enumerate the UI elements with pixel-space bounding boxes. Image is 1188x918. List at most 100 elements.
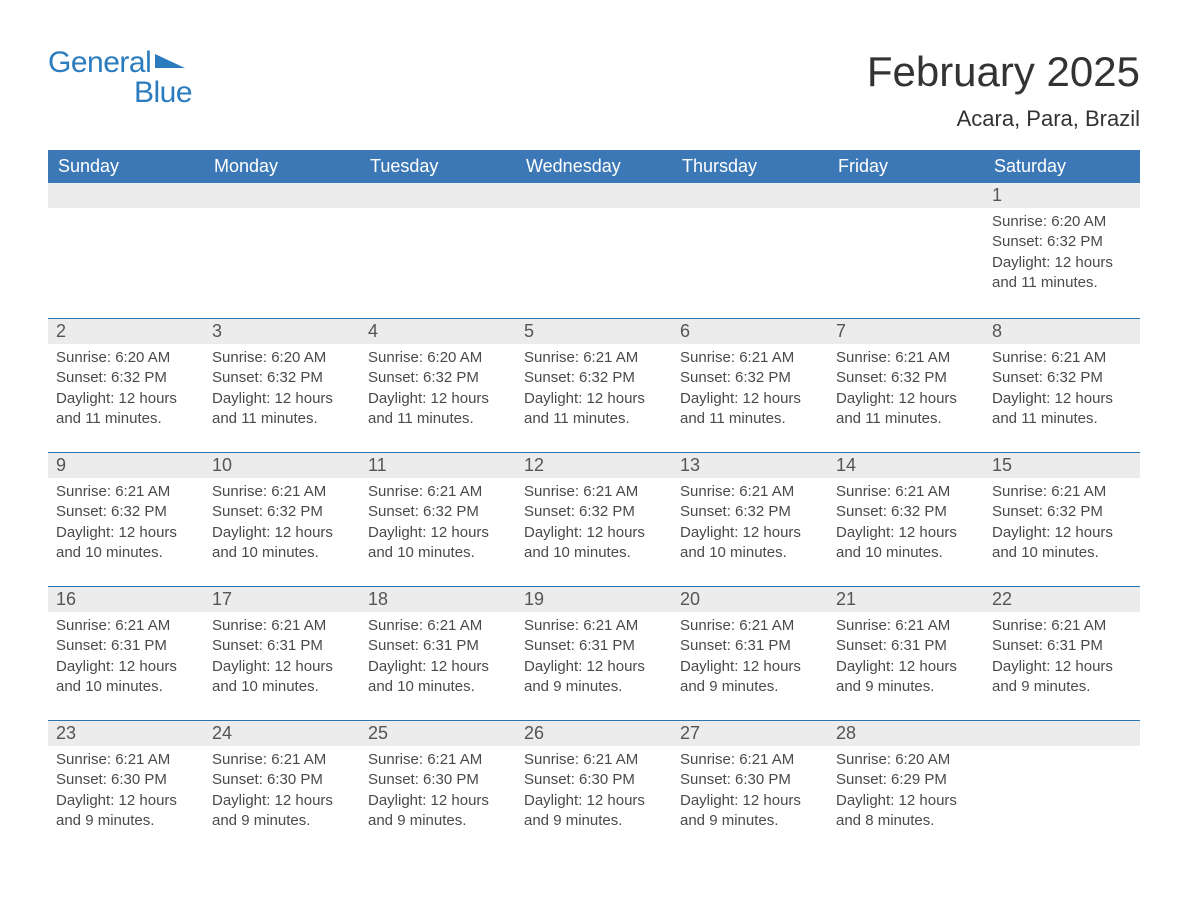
daylight2-text: and 9 minutes. [680, 677, 820, 697]
day-number [516, 183, 672, 208]
sunset-text: Sunset: 6:32 PM [368, 502, 508, 522]
day-cell: Sunrise: 6:21 AMSunset: 6:32 PMDaylight:… [672, 344, 828, 452]
dow-wednesday: Wednesday [516, 150, 672, 183]
daylight2-text: and 10 minutes. [524, 543, 664, 563]
week: 232425262728Sunrise: 6:21 AMSunset: 6:30… [48, 720, 1140, 854]
logo-word-general: General [48, 48, 151, 78]
day-number: 11 [360, 453, 516, 478]
daylight1-text: Daylight: 12 hours [836, 657, 976, 677]
daylight2-text: and 11 minutes. [836, 409, 976, 429]
daylight2-text: and 11 minutes. [680, 409, 820, 429]
day-cell [48, 208, 204, 318]
daylight2-text: and 10 minutes. [212, 677, 352, 697]
daylight2-text: and 11 minutes. [368, 409, 508, 429]
sunrise-text: Sunrise: 6:21 AM [680, 750, 820, 770]
sunrise-text: Sunrise: 6:21 AM [524, 348, 664, 368]
day-number [204, 183, 360, 208]
day-cell: Sunrise: 6:21 AMSunset: 6:31 PMDaylight:… [516, 612, 672, 720]
daylight2-text: and 10 minutes. [368, 543, 508, 563]
sunset-text: Sunset: 6:30 PM [368, 770, 508, 790]
sunset-text: Sunset: 6:32 PM [992, 502, 1132, 522]
sunset-text: Sunset: 6:31 PM [836, 636, 976, 656]
week: 1Sunrise: 6:20 AMSunset: 6:32 PMDaylight… [48, 183, 1140, 318]
sunrise-text: Sunrise: 6:20 AM [836, 750, 976, 770]
sunrise-text: Sunrise: 6:21 AM [212, 482, 352, 502]
daylight2-text: and 10 minutes. [680, 543, 820, 563]
sunrise-text: Sunrise: 6:21 AM [992, 482, 1132, 502]
calendar-grid: Sunday Monday Tuesday Wednesday Thursday… [48, 150, 1140, 854]
sunrise-text: Sunrise: 6:21 AM [836, 348, 976, 368]
sunset-text: Sunset: 6:32 PM [992, 368, 1132, 388]
day-number: 26 [516, 721, 672, 746]
sunrise-text: Sunrise: 6:21 AM [680, 616, 820, 636]
daylight1-text: Daylight: 12 hours [680, 791, 820, 811]
daylight2-text: and 10 minutes. [212, 543, 352, 563]
day-cell [672, 208, 828, 318]
day-cell: Sunrise: 6:21 AMSunset: 6:30 PMDaylight:… [516, 746, 672, 854]
sunrise-text: Sunrise: 6:21 AM [56, 616, 196, 636]
day-cell: Sunrise: 6:21 AMSunset: 6:32 PMDaylight:… [204, 478, 360, 586]
day-number: 17 [204, 587, 360, 612]
sunset-text: Sunset: 6:32 PM [56, 502, 196, 522]
daylight1-text: Daylight: 12 hours [524, 657, 664, 677]
daylight1-text: Daylight: 12 hours [992, 253, 1132, 273]
day-of-week-header: Sunday Monday Tuesday Wednesday Thursday… [48, 150, 1140, 183]
top-bar: General Blue February 2025 Acara, Para, … [48, 48, 1140, 132]
sunset-text: Sunset: 6:32 PM [836, 368, 976, 388]
daylight1-text: Daylight: 12 hours [680, 389, 820, 409]
cells-row: Sunrise: 6:20 AMSunset: 6:32 PMDaylight:… [48, 344, 1140, 452]
daylight1-text: Daylight: 12 hours [680, 657, 820, 677]
daylight1-text: Daylight: 12 hours [836, 791, 976, 811]
dow-saturday: Saturday [984, 150, 1140, 183]
sunset-text: Sunset: 6:32 PM [680, 368, 820, 388]
daylight2-text: and 11 minutes. [212, 409, 352, 429]
daylight1-text: Daylight: 12 hours [368, 523, 508, 543]
cells-row: Sunrise: 6:21 AMSunset: 6:32 PMDaylight:… [48, 478, 1140, 586]
cells-row: Sunrise: 6:21 AMSunset: 6:31 PMDaylight:… [48, 612, 1140, 720]
week: 2345678Sunrise: 6:20 AMSunset: 6:32 PMDa… [48, 318, 1140, 452]
day-cell: Sunrise: 6:21 AMSunset: 6:32 PMDaylight:… [48, 478, 204, 586]
daylight2-text: and 10 minutes. [56, 677, 196, 697]
day-number: 5 [516, 319, 672, 344]
daylight2-text: and 10 minutes. [56, 543, 196, 563]
daylight2-text: and 10 minutes. [836, 543, 976, 563]
day-cell: Sunrise: 6:20 AMSunset: 6:32 PMDaylight:… [204, 344, 360, 452]
daylight1-text: Daylight: 12 hours [368, 389, 508, 409]
daylight1-text: Daylight: 12 hours [836, 389, 976, 409]
calendar-page: General Blue February 2025 Acara, Para, … [0, 0, 1188, 914]
day-number: 7 [828, 319, 984, 344]
day-cell [516, 208, 672, 318]
sunrise-text: Sunrise: 6:20 AM [212, 348, 352, 368]
daylight1-text: Daylight: 12 hours [992, 657, 1132, 677]
sunset-text: Sunset: 6:31 PM [992, 636, 1132, 656]
daylight1-text: Daylight: 12 hours [56, 791, 196, 811]
daylight2-text: and 9 minutes. [56, 811, 196, 831]
day-number [672, 183, 828, 208]
day-number: 23 [48, 721, 204, 746]
daylight2-text: and 11 minutes. [992, 273, 1132, 293]
sunrise-text: Sunrise: 6:21 AM [524, 750, 664, 770]
day-cell: Sunrise: 6:21 AMSunset: 6:31 PMDaylight:… [360, 612, 516, 720]
daylight2-text: and 9 minutes. [992, 677, 1132, 697]
day-number: 10 [204, 453, 360, 478]
daylight1-text: Daylight: 12 hours [212, 523, 352, 543]
day-number [984, 721, 1140, 746]
day-cell: Sunrise: 6:21 AMSunset: 6:30 PMDaylight:… [48, 746, 204, 854]
dow-tuesday: Tuesday [360, 150, 516, 183]
daylight2-text: and 11 minutes. [56, 409, 196, 429]
day-cell: Sunrise: 6:20 AMSunset: 6:32 PMDaylight:… [48, 344, 204, 452]
cells-row: Sunrise: 6:20 AMSunset: 6:32 PMDaylight:… [48, 208, 1140, 318]
daylight1-text: Daylight: 12 hours [680, 523, 820, 543]
daylight1-text: Daylight: 12 hours [212, 389, 352, 409]
sunrise-text: Sunrise: 6:21 AM [368, 482, 508, 502]
sunrise-text: Sunrise: 6:21 AM [56, 482, 196, 502]
day-cell: Sunrise: 6:21 AMSunset: 6:31 PMDaylight:… [48, 612, 204, 720]
week: 9101112131415Sunrise: 6:21 AMSunset: 6:3… [48, 452, 1140, 586]
day-cell: Sunrise: 6:20 AMSunset: 6:32 PMDaylight:… [360, 344, 516, 452]
day-number: 25 [360, 721, 516, 746]
sunrise-text: Sunrise: 6:21 AM [836, 616, 976, 636]
location-label: Acara, Para, Brazil [867, 106, 1140, 132]
daylight2-text: and 9 minutes. [836, 677, 976, 697]
sunrise-text: Sunrise: 6:21 AM [368, 616, 508, 636]
sunset-text: Sunset: 6:30 PM [524, 770, 664, 790]
